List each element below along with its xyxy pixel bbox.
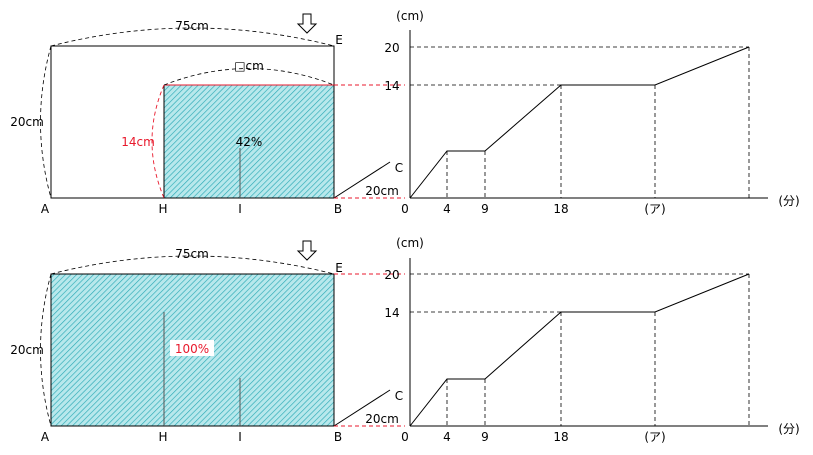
point-A-label: A	[41, 202, 50, 216]
inner-width-label: □cm	[234, 59, 264, 73]
height-label: 20cm	[10, 115, 44, 129]
c-length-label: 20cm	[365, 412, 399, 426]
top-width-label: 75cm	[175, 247, 209, 261]
down-arrow-icon	[296, 13, 318, 34]
x-unit-label: (分)	[778, 194, 799, 208]
tank-diagram-bottom: 75cm 20cm 100% 20cm A H I B E C	[10, 240, 405, 444]
point-I-label: I	[238, 430, 242, 444]
percent-label: 100%	[175, 342, 209, 356]
height-label: 20cm	[10, 343, 44, 357]
panel-top: 75cm □cm 20cm 14cm 42% 20cm A H I B E C	[10, 9, 799, 216]
point-H-label: H	[158, 202, 167, 216]
water-height-arc	[151, 84, 165, 199]
point-B-label: B	[334, 202, 342, 216]
x-tick-4: 4	[443, 202, 451, 216]
x-tick-4: 4	[443, 430, 451, 444]
point-E-label: E	[335, 261, 343, 275]
x-tick-0: 0	[401, 430, 409, 444]
percent-label: 42%	[236, 135, 263, 149]
slope-line	[333, 161, 391, 199]
x-tick-a: (ア)	[644, 430, 665, 444]
height-arc	[40, 45, 52, 199]
x-tick-a: (ア)	[644, 202, 665, 216]
top-width-arc	[50, 255, 335, 275]
x-unit-label: (分)	[778, 422, 799, 436]
point-C-label: C	[395, 161, 403, 175]
y-unit-label: (cm)	[396, 9, 424, 23]
point-I-label: I	[238, 202, 242, 216]
top-width-arc	[50, 27, 335, 47]
percent-label-bg	[170, 340, 214, 356]
tank-outline	[50, 273, 335, 427]
graph-bottom: (cm) (分) 20 14 0 4 9 18 (ア)	[384, 236, 799, 444]
inner-width-arc	[163, 68, 335, 86]
y-tick-20: 20	[384, 268, 399, 282]
top-width-label: 75cm	[175, 19, 209, 33]
x-tick-0: 0	[401, 202, 409, 216]
y-unit-label: (cm)	[396, 236, 424, 250]
x-tick-18: 18	[553, 202, 568, 216]
panel-bottom: 75cm 20cm 100% 20cm A H I B E C (cm) (分)	[10, 236, 799, 444]
point-B-label: B	[334, 430, 342, 444]
x-tick-9: 9	[481, 430, 489, 444]
x-tick-18: 18	[553, 430, 568, 444]
y-tick-20: 20	[384, 41, 399, 55]
tank-diagram-top: 75cm □cm 20cm 14cm 42% 20cm A H I B E C	[10, 13, 405, 216]
water-region	[164, 85, 334, 198]
y-tick-14: 14	[384, 306, 399, 320]
c-length-label: 20cm	[365, 184, 399, 198]
graph-line	[409, 273, 750, 427]
point-E-label: E	[335, 33, 343, 47]
down-arrow-icon	[296, 240, 318, 261]
graph-top: (cm) (分) 20 14 0 4 9 18 (ア)	[384, 9, 799, 216]
height-arc	[40, 273, 52, 427]
graph-line	[409, 46, 750, 199]
x-tick-9: 9	[481, 202, 489, 216]
point-A-label: A	[41, 430, 50, 444]
tank-outline	[50, 45, 335, 199]
water-height-label: 14cm	[121, 135, 155, 149]
point-H-label: H	[158, 430, 167, 444]
point-C-label: C	[395, 389, 403, 403]
slope-line	[333, 389, 391, 427]
y-tick-14: 14	[384, 79, 399, 93]
